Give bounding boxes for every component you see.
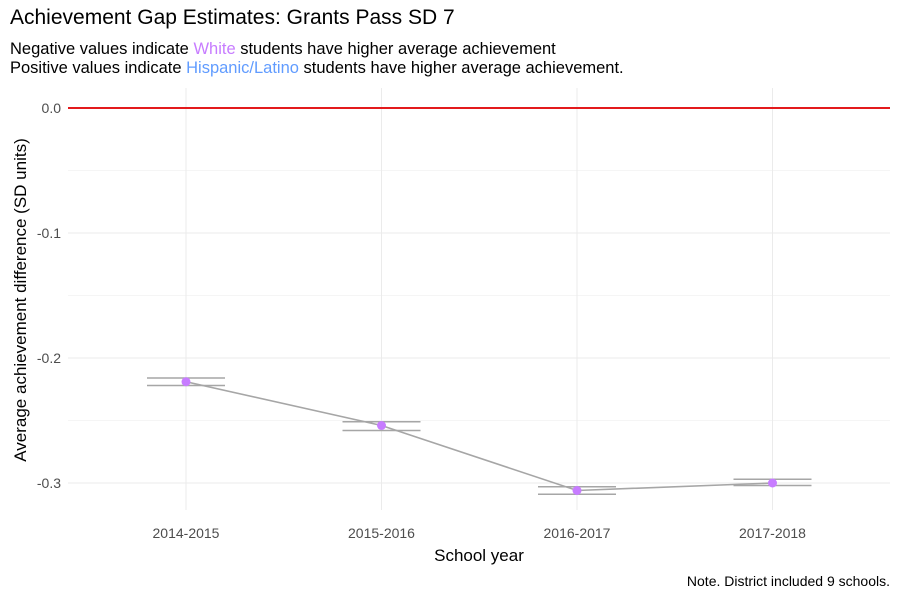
x-tick-label: 2015-2016	[348, 525, 415, 541]
subtitle-line-2: Positive values indicate Hispanic/Latino…	[10, 59, 624, 78]
series-line-layer	[185, 380, 773, 492]
data-point	[377, 421, 386, 430]
subtitle-1-post: students have higher average achievement	[235, 40, 556, 58]
data-point	[768, 478, 777, 488]
x-tick-label: 2014-2015	[153, 525, 220, 541]
data-point	[181, 377, 191, 387]
x-tick-label: 2016-2017	[544, 525, 611, 541]
x-tick-labels: 2014-2015 2015-2016 2016-2017 2017-2018	[153, 525, 807, 541]
x-tick-label: 2017-2018	[739, 525, 806, 541]
y-tick-label: -0.2	[37, 350, 61, 366]
subtitle-white-group: White	[193, 40, 236, 58]
grid-lines	[68, 88, 890, 510]
x-axis-title: School year	[434, 546, 524, 565]
subtitle-1-pre: Negative values indicate	[10, 40, 194, 58]
y-tick-label: -0.3	[37, 475, 61, 491]
subtitle-2-post: students have higher average achievement…	[298, 59, 624, 77]
subtitle-2-pre: Positive values indicate	[10, 59, 187, 77]
subtitle-hispanic-group: Hispanic/Latino	[186, 59, 299, 77]
footnote: Note. District included 9 schools.	[686, 573, 890, 589]
chart-title: Achievement Gap Estimates: Grants Pass S…	[10, 6, 455, 29]
data-point	[572, 486, 582, 495]
y-axis-title: Average achievement difference (SD units…	[11, 138, 30, 462]
y-tick-labels: 0.0 -0.1 -0.2 -0.3	[37, 100, 61, 491]
series-line	[185, 380, 773, 492]
subtitle-line-1: Negative values indicate White students …	[10, 40, 556, 59]
y-tick-label: 0.0	[42, 100, 62, 116]
y-tick-label: -0.1	[37, 225, 61, 241]
data-point-layer	[181, 377, 777, 495]
